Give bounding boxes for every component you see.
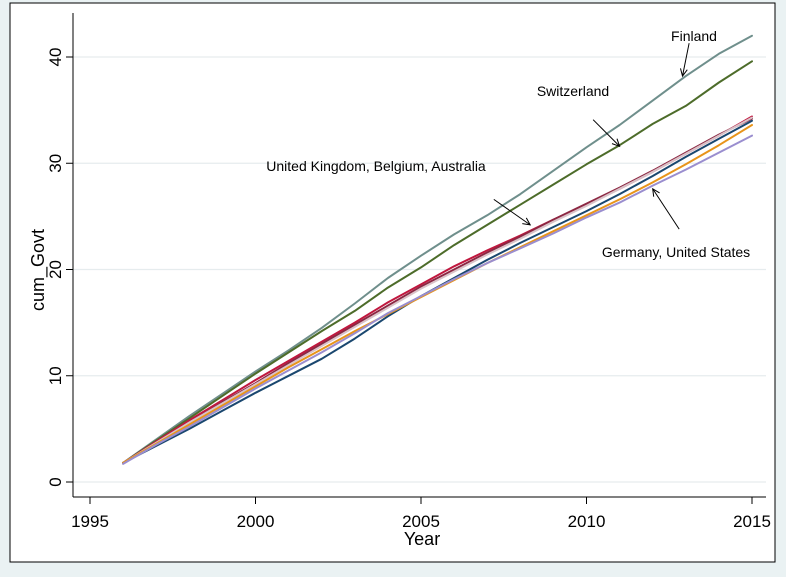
y-axis-title: cum_Govt	[28, 229, 49, 311]
y-tick-label: 0	[46, 477, 65, 486]
y-tick-label: 10	[46, 366, 65, 385]
annotation-label: United Kingdom, Belgium, Australia	[266, 158, 486, 174]
x-tick-label: 2000	[237, 512, 275, 531]
series-line-5	[122, 116, 753, 464]
annotation-arrow	[493, 198, 531, 226]
series-line-8	[122, 134, 753, 465]
x-tick-label: 2010	[568, 512, 606, 531]
annotation-label: Switzerland	[537, 83, 609, 99]
annotations: Finland Switzerland United Kingdom, Belgiu…	[266, 28, 750, 260]
x-tick-label: 2015	[733, 512, 771, 531]
annotation-arrowhead	[522, 217, 532, 226]
annotation-arrowhead	[652, 187, 660, 197]
series-line-1	[122, 34, 753, 464]
gridlines	[73, 56, 766, 483]
annotation-arrowhead	[680, 68, 688, 78]
x-tick-label: 2005	[402, 512, 440, 531]
axes: 0 10 20 30 40 1995 2000 2005 2010 2015	[46, 13, 771, 531]
y-tick-label: 30	[46, 154, 65, 173]
annotation-arrowhead	[611, 138, 621, 148]
annotation-arrow	[592, 119, 620, 147]
annotation-arrow	[652, 188, 680, 230]
x-axis-title: Year	[404, 529, 440, 549]
x-tick-label: 1995	[71, 512, 109, 531]
series-lines	[122, 34, 753, 465]
annotation-label: Germany, United States	[602, 244, 750, 260]
y-tick-label: 40	[46, 48, 65, 67]
y-tick-label: 20	[46, 260, 65, 279]
annotation-label: Finland	[671, 28, 717, 44]
annotation-arrow	[681, 43, 690, 77]
series-line-2	[122, 60, 753, 464]
